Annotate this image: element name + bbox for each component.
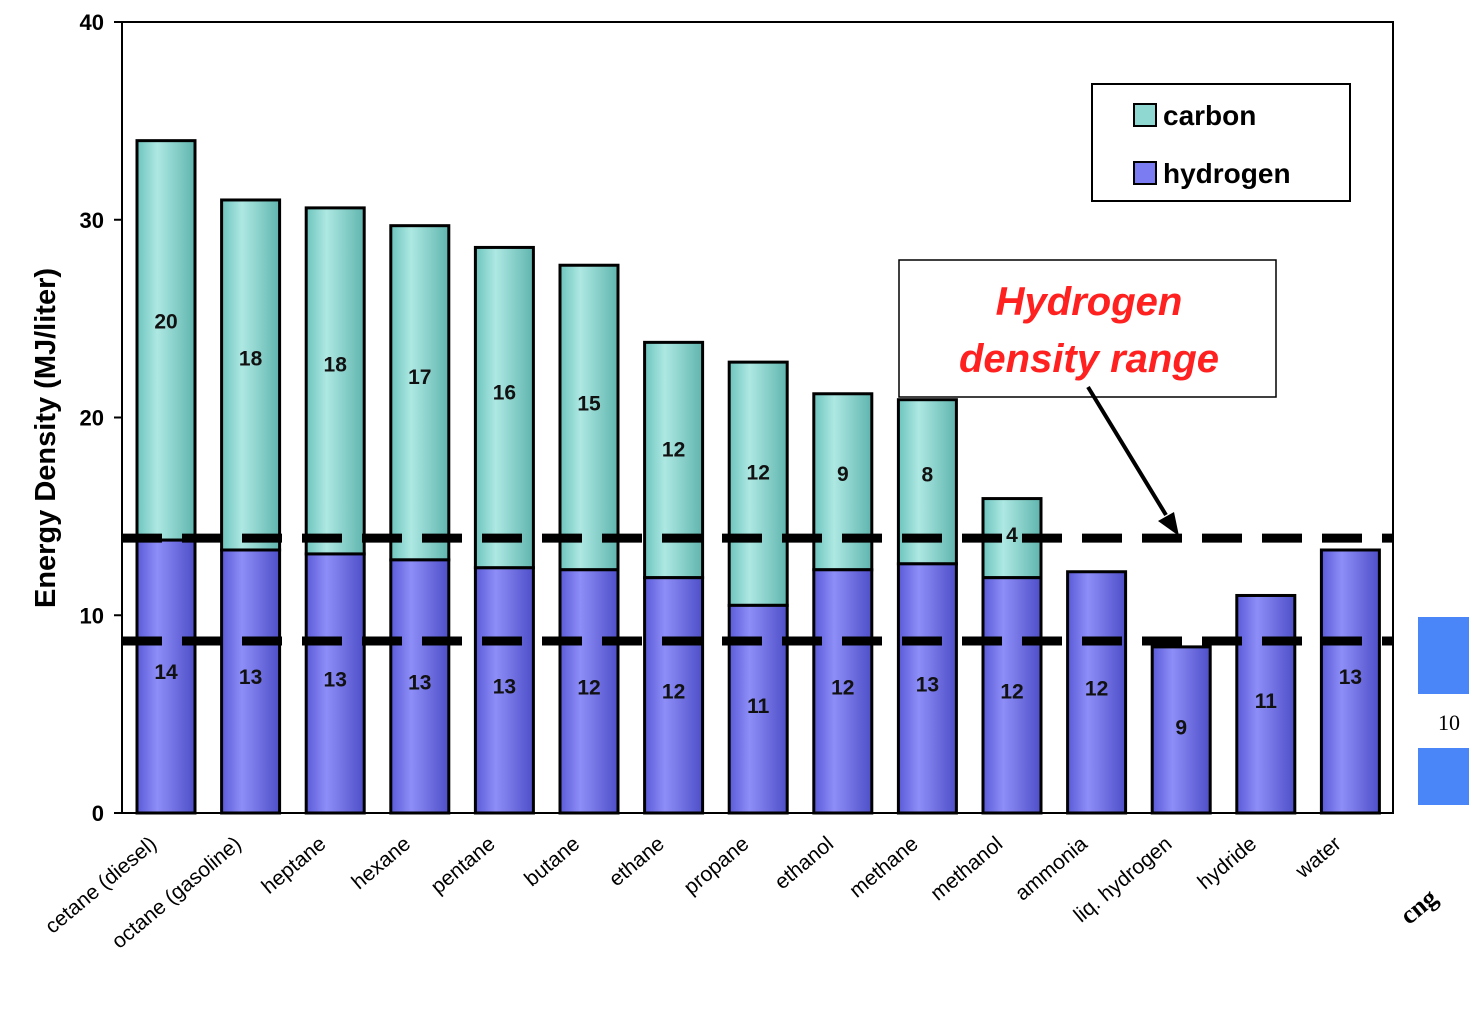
x-axis: cetane (diesel)octane (gasoline) heptane h…	[41, 832, 1346, 953]
legend-swatch-hydrogen	[1133, 161, 1157, 185]
bar-value-label-hydrogen: 12	[662, 681, 685, 704]
y-tick-label: 30	[80, 208, 104, 233]
bar-value-label-hydrogen: 12	[831, 677, 854, 700]
extra-category-label: cng	[1394, 883, 1443, 930]
bar-value-label-carbon: 18	[239, 347, 263, 370]
y-tick-label: 10	[80, 603, 104, 628]
bar-hydrogen	[473, 566, 535, 815]
bar-value-label-hydrogen: 12	[577, 677, 600, 700]
y-axis-label: Energy Density (MJ/liter)	[30, 268, 62, 608]
annotation-arrow-shaft	[1086, 385, 1168, 517]
y-tick-label: 40	[80, 10, 104, 35]
x-tick-label: pentane	[427, 832, 500, 898]
bar-hydrogen	[896, 562, 958, 815]
y-tick-label: 20	[80, 406, 104, 431]
bar-value-label-carbon: 16	[493, 382, 516, 405]
bar-value-label-hydrogen: 11	[1255, 690, 1278, 713]
legend-label-carbon: carbon	[1163, 100, 1256, 131]
bar-hydrogen	[304, 552, 366, 815]
x-tick-label: hexane	[347, 832, 415, 894]
bar-hydrogen	[1319, 548, 1381, 815]
bar-value-label-hydrogen: 13	[493, 675, 516, 698]
annotation-box	[898, 259, 1277, 398]
bar-carbon	[304, 206, 366, 556]
bar-carbon	[389, 224, 451, 562]
bar-value-label-carbon: 18	[324, 354, 348, 377]
bar-value-label-hydrogen: 13	[324, 668, 347, 691]
bar-hydrogen	[135, 538, 197, 815]
bar-hydrogen	[389, 558, 451, 815]
bar-value-label-hydrogen: 14	[154, 661, 178, 684]
bar-value-label-carbon: 9	[837, 463, 849, 486]
bar-value-label-hydrogen: 12	[1000, 681, 1023, 704]
bar-carbon	[220, 198, 282, 552]
bar-value-label-hydrogen: 12	[1085, 678, 1108, 701]
bar-hydrogen	[981, 576, 1043, 815]
y-axis: 0 10 20 30 40	[80, 10, 122, 826]
bar-labels-layer: 14 20 13 18 13 18 13 17 13 16 12 15 12 12 11 12 12 9 13 8 12…	[154, 310, 1362, 739]
y-tick-label: 0	[92, 801, 104, 826]
x-tick-label: water	[1291, 832, 1346, 883]
bar-value-label-carbon: 17	[408, 366, 431, 389]
x-tick-label: butane	[520, 832, 584, 891]
hydrogen-density-annotation: Hydrogen density range	[898, 259, 1277, 536]
bar-value-label-carbon: 8	[922, 464, 934, 487]
legend: carbon hydrogen	[1091, 83, 1351, 202]
x-tick-label: ethane	[605, 832, 669, 891]
bar-value-label-carbon: 15	[577, 392, 601, 415]
bar-value-label-carbon: 12	[747, 462, 770, 485]
bar-hydrogen	[220, 548, 282, 815]
bar-carbon	[558, 263, 620, 572]
x-tick-label: hydride	[1193, 832, 1261, 894]
bar-value-label-carbon: 20	[154, 310, 177, 333]
x-tick-label: heptane	[257, 832, 330, 898]
legend-label-hydrogen: hydrogen	[1163, 158, 1291, 189]
accent-square-top	[1418, 617, 1469, 694]
x-tick-label: methane	[845, 832, 922, 902]
bar-value-label-carbon: 12	[662, 438, 685, 461]
bar-value-label-hydrogen: 13	[1339, 666, 1362, 689]
bar-hydrogen	[1150, 645, 1212, 815]
page-number: 10	[1438, 710, 1460, 735]
bar-value-label-hydrogen: 13	[239, 666, 262, 689]
bar-hydrogen	[812, 568, 874, 815]
x-tick-label: ethanol	[770, 832, 838, 894]
annotation-arrow-head	[1158, 512, 1179, 536]
bars-layer	[135, 139, 1381, 815]
reference-lines	[122, 533, 1393, 646]
bar-carbon	[135, 139, 197, 542]
bar-hydrogen	[1066, 570, 1128, 815]
bar-hydrogen	[643, 576, 705, 815]
bar-value-label-hydrogen: 13	[916, 673, 939, 696]
x-tick-label: methanol	[926, 832, 1007, 905]
legend-swatch-carbon	[1133, 103, 1157, 127]
annotation-line-2: density range	[959, 337, 1219, 381]
bar-value-label-hydrogen: 11	[747, 695, 770, 718]
x-tick-label: propane	[680, 832, 754, 899]
bar-carbon	[473, 245, 535, 570]
bar-value-label-hydrogen: 13	[408, 671, 431, 694]
annotation-line-1: Hydrogen	[996, 280, 1183, 324]
bar-value-label-hydrogen: 9	[1175, 717, 1187, 740]
x-tick-label: ammonia	[1011, 832, 1092, 905]
bar-value-label-carbon: 4	[1006, 524, 1018, 547]
accent-square-bottom	[1418, 748, 1469, 805]
bar-hydrogen	[558, 568, 620, 815]
